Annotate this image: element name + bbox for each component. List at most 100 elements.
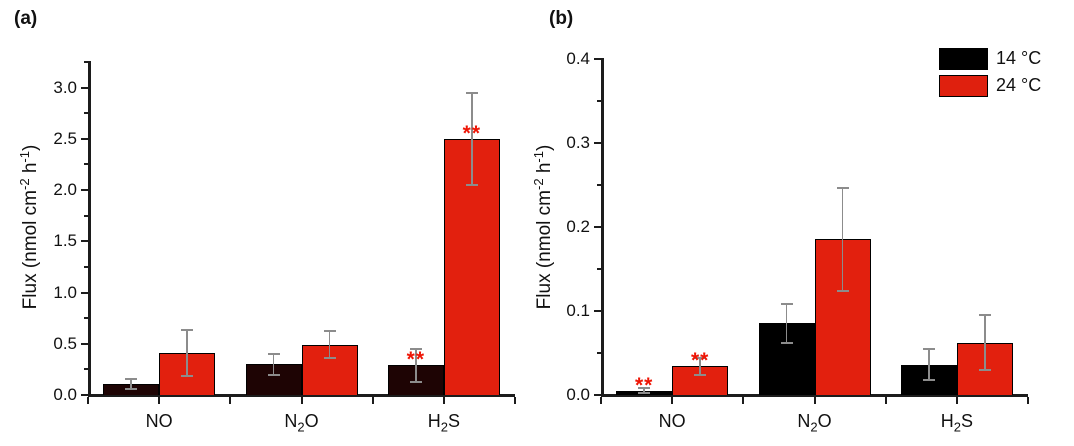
superscript: -2 (531, 178, 546, 191)
error-bar-cap (267, 353, 280, 356)
x-tick-b (742, 397, 745, 404)
y-minor-tick-a (84, 214, 88, 217)
y-tick-a (81, 86, 88, 89)
error-bar-cap (922, 348, 935, 351)
error-bar-a-H2S-14C (415, 348, 417, 382)
error-bar-cap (780, 303, 793, 306)
y-tick-b (594, 226, 601, 228)
error-bar-cap (323, 330, 336, 333)
x-tick-b (813, 397, 816, 404)
error-bar-cap (694, 356, 707, 359)
error-bar-cap (638, 387, 651, 390)
error-bar-cap (125, 377, 138, 380)
y-minor-tick-b (597, 184, 601, 186)
x-category-label-b-NO: NO (612, 411, 732, 432)
significance-marker-b-NO-14C: ** (634, 373, 654, 397)
y-tick-label-b: 0.0 (566, 385, 590, 404)
y-tick-a (81, 137, 88, 140)
y-tick-a (81, 291, 88, 294)
error-bar-cap (409, 380, 422, 383)
y-minor-tick-a (84, 112, 88, 115)
error-bar-b-N2O-14C (785, 304, 788, 343)
category-text: H (940, 411, 954, 431)
x-tick-a (371, 397, 374, 404)
error-bar-cap (465, 91, 478, 94)
y-axis-line-b (601, 58, 604, 397)
category-text: H (427, 411, 441, 431)
error-bar-cap (125, 387, 138, 390)
superscript: -1 (17, 151, 32, 163)
x-category-label-a-N2O: N2O (242, 411, 362, 435)
y-minor-tick-a (84, 368, 88, 371)
category-text: O (304, 411, 319, 431)
error-bar-a-N2O-14C (272, 354, 275, 375)
x-tick-a (514, 397, 516, 404)
category-text: O (817, 411, 832, 431)
legend-swatch-24c (939, 74, 988, 97)
y-axis-title-text: h (534, 162, 555, 179)
significance-marker-b-NO-24C: ** (690, 349, 710, 373)
legend-item-14c: 14 °C (939, 45, 1041, 72)
error-bar-cap (267, 373, 280, 376)
y-tick-label-b: 0.2 (566, 217, 590, 236)
y-tick-label-a: 1.5 (53, 231, 77, 251)
x-tick-a (300, 397, 303, 404)
error-bar-b-N2O-24C (841, 188, 844, 291)
x-tick-a (229, 397, 232, 404)
panel-b-label: (b) (549, 8, 574, 29)
x-category-label-a-H2S: H2S (384, 411, 504, 435)
legend-label-24c: 24 °C (996, 75, 1042, 95)
x-tick-b (671, 397, 674, 404)
y-tick-label-b: 0.1 (566, 301, 590, 320)
y-axis-title-text: h (20, 162, 41, 179)
category-subscript: 2 (953, 419, 961, 435)
y-tick-a (81, 189, 88, 192)
y-minor-tick-b (597, 100, 601, 102)
panel-a-label: (a) (14, 8, 38, 29)
error-bar-cap (922, 378, 935, 381)
y-tick-label-a: 2.5 (53, 128, 77, 148)
y-minor-tick-b (597, 352, 601, 354)
error-bar-b-H2S-14C (928, 349, 930, 380)
error-bar-cap (694, 373, 707, 376)
y-minor-tick-a (84, 317, 88, 320)
y-tick-label-a: 1.0 (53, 282, 77, 302)
x-category-label-b-H2S: H2S (897, 411, 1017, 435)
category-text: NO (145, 411, 173, 431)
error-bar-cap (181, 374, 194, 377)
y-tick-label-a: 0.0 (53, 385, 77, 404)
x-tick-a (87, 397, 89, 404)
x-tick-a (158, 397, 161, 404)
y-tick-b (594, 142, 601, 144)
error-bar-cap (836, 289, 849, 292)
significance-marker-a-H2S-14C: ** (406, 348, 425, 372)
y-tick-label-a: 0.5 (53, 333, 77, 353)
y-tick-a (81, 394, 88, 396)
error-bar-cap (978, 369, 991, 372)
x-tick-a (442, 397, 445, 404)
category-text: NO (658, 411, 686, 431)
legend-item-24c: 24 °C (939, 72, 1041, 99)
error-bar-a-NO-14C (130, 378, 132, 389)
error-bar-cap (181, 329, 194, 332)
y-tick-label-a: 2.0 (53, 180, 77, 200)
error-bar-a-NO-24C (186, 330, 188, 376)
legend-swatch-14c (939, 47, 988, 70)
y-minor-tick-a (84, 163, 88, 166)
y-tick-b (594, 310, 601, 312)
y-tick-label-a: 3.0 (53, 77, 77, 97)
y-tick-a (81, 342, 88, 345)
x-category-label-a-NO: NO (99, 411, 219, 432)
y-tick-a (81, 240, 88, 243)
error-bar-a-N2O-24C (328, 331, 331, 359)
y-tick-label-b: 0.4 (566, 49, 590, 68)
y-minor-tick-b (597, 268, 601, 270)
category-text: N (284, 411, 298, 431)
x-category-label-b-N2O: N2O (755, 411, 875, 435)
category-subscript: 2 (440, 419, 448, 435)
error-bar-cap (978, 314, 991, 317)
legend-label-14c: 14 °C (996, 48, 1042, 68)
error-bar-b-NO-14C (643, 388, 645, 394)
error-bar-cap (638, 392, 651, 395)
